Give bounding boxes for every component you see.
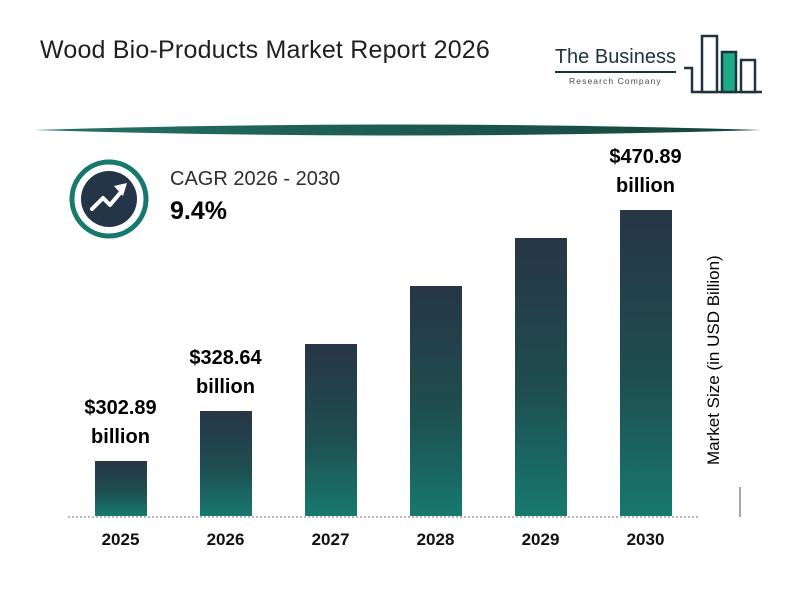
bar-group: $470.89 billion — [593, 143, 698, 516]
bar-chart-plot-area: $302.89 billion $328.64 billion $470.89 billi… — [68, 140, 698, 518]
bar-value-label: $302.89 billion — [84, 397, 157, 448]
y-axis-label: Market Size (in USD Billion) — [704, 255, 723, 465]
logo-underline — [554, 71, 676, 73]
year-label: 2026 — [206, 530, 245, 549]
year-label: 2027 — [311, 530, 350, 549]
bar-2027 — [304, 344, 357, 516]
year-label: 2028 — [416, 530, 455, 549]
bar-value-label: $328.64 billion — [189, 347, 262, 398]
bar-group — [278, 344, 383, 516]
bar-group: $328.64 billion — [173, 344, 278, 516]
logo-text: The Business Research Company — [554, 46, 676, 86]
bar-value-label: $470.89 billion — [609, 146, 682, 197]
divider-ribbon — [34, 124, 762, 136]
year-label: 2029 — [521, 530, 560, 549]
growth-arrow-icon — [69, 159, 149, 239]
page-title: Wood Bio-Products Market Report 2026 — [40, 36, 491, 64]
bar-group — [383, 286, 488, 516]
x-axis-labels: 2025 2026 2027 2028 2029 2030 — [68, 520, 698, 550]
bar-2026 — [199, 411, 252, 516]
logo-company-name: The Business — [554, 46, 676, 68]
cagr-label: CAGR 2026 - 2030 — [170, 168, 341, 190]
bar-group — [488, 238, 593, 516]
logo-company-subtitle: Research Company — [569, 76, 662, 86]
cagr-text: CAGR 2026 - 2030 9.4% — [170, 168, 340, 240]
bar-2030 — [619, 210, 672, 516]
company-logo: The Business Research Company — [554, 30, 766, 100]
year-label: 2030 — [626, 530, 665, 549]
bar-2025 — [94, 461, 147, 516]
bar-2029 — [514, 238, 567, 516]
cagr-value: 9.4% — [170, 197, 227, 225]
bar-group: $302.89 billion — [68, 394, 173, 516]
year-label: 2025 — [101, 530, 140, 549]
axis-tick — [739, 487, 741, 517]
cagr-block: CAGR 2026 - 2030 9.4% — [68, 158, 340, 240]
bar-2028 — [409, 286, 462, 516]
logo-bars-icon — [684, 34, 762, 94]
